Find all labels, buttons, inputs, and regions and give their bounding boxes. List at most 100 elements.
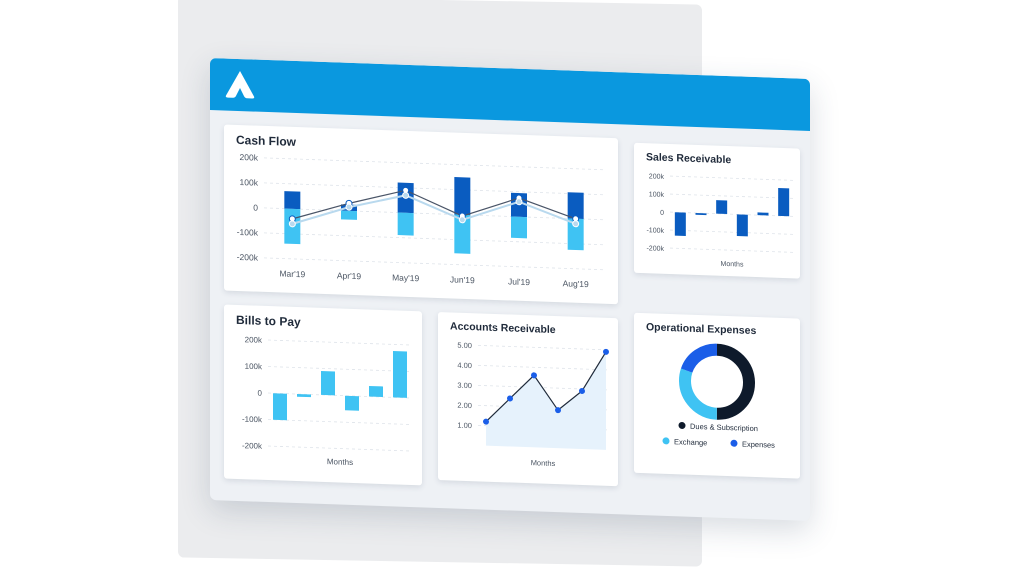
legend-marker (730, 439, 738, 447)
y-tick-label: 2.00 (457, 401, 472, 411)
area-line (485, 351, 607, 423)
cash-flow-card[interactable]: Cash Flow 200k 100k 0 -100k -200k Mar'19 Apr'1… (224, 124, 618, 305)
cash-flow-bar (284, 191, 301, 210)
bar (674, 212, 686, 237)
header-bar (210, 58, 810, 131)
cash-flow-point (515, 198, 523, 206)
accounts-receivable-chart: 5.00 4.00 3.00 2.00 1.00 Months (457, 341, 609, 468)
cash-flow-point (345, 203, 353, 211)
cash-flow-line (292, 194, 576, 225)
operational-expenses-card[interactable]: Operational Expenses Dues & Subscription… (634, 312, 800, 479)
y-tick-label: 1.00 (457, 421, 472, 431)
data-point (579, 387, 585, 394)
gridline (268, 366, 412, 372)
y-tick-label: 100k (245, 362, 263, 372)
cash-flow-line (292, 189, 576, 220)
gridline (268, 392, 412, 399)
gridline (478, 344, 608, 351)
legend-marker (662, 437, 670, 445)
y-tick-label: 0 (253, 203, 258, 213)
bar (716, 200, 728, 215)
gridline (670, 229, 794, 235)
y-tick-label: 100k (240, 177, 259, 188)
operational-expenses-chart: Dues & Subscription Exchange Expenses (662, 343, 775, 450)
x-axis-label: Months (531, 458, 556, 468)
bar (297, 394, 311, 398)
x-tick-label: May'19 (392, 272, 419, 283)
gridline (264, 257, 604, 271)
donut-slice (679, 343, 755, 420)
gridline (264, 207, 604, 221)
bills-to-pay-chart: 200k 100k 0 -100k -200k Months (242, 335, 412, 467)
legend-marker (678, 421, 686, 429)
y-tick-label: 5.00 (457, 341, 472, 351)
gridline (264, 157, 604, 171)
data-point (507, 395, 513, 402)
dashboard-window: Cash Flow 200k 100k 0 -100k -200k Mar'19 Apr'1… (210, 58, 810, 521)
y-tick-label: -100k (242, 415, 263, 425)
x-axis-label: Months (721, 261, 744, 269)
cash-flow-point (572, 220, 580, 228)
x-tick-label: Mar'19 (279, 268, 305, 279)
y-tick-label: 0 (258, 389, 263, 398)
a-logo-icon[interactable] (224, 68, 256, 99)
gridline (268, 419, 412, 425)
gridline (478, 364, 608, 371)
bar (273, 393, 287, 421)
data-point (555, 407, 561, 414)
y-tick-label: -200k (242, 441, 263, 451)
legend-label: Dues & Subscription (690, 422, 758, 433)
gridline (268, 445, 412, 452)
cash-flow-bar (341, 210, 357, 220)
bar (345, 395, 359, 411)
y-tick-label: 0 (660, 210, 664, 217)
bar (321, 371, 335, 396)
bills-to-pay-card[interactable]: Bills to Pay 200k 100k 0 -100k -200k Months (224, 304, 422, 486)
x-axis-label: Months (327, 457, 353, 467)
y-tick-label: -100k (646, 227, 664, 235)
cash-flow-point (402, 191, 410, 199)
x-tick-label: Apr'19 (337, 270, 362, 281)
data-point (603, 348, 609, 355)
gridline (264, 182, 604, 196)
cash-flow-bar (567, 192, 584, 220)
y-tick-label: -200k (646, 245, 664, 253)
y-tick-label: 200k (240, 152, 259, 163)
bar (778, 187, 790, 217)
bar (757, 212, 769, 216)
y-tick-label: 200k (649, 173, 665, 181)
gridline (670, 247, 794, 253)
bar (695, 212, 707, 216)
bar (393, 351, 407, 398)
x-tick-label: Aug'19 (563, 278, 589, 289)
data-point (531, 372, 537, 379)
data-point (483, 418, 489, 425)
gridline (264, 232, 604, 246)
legend-label: Exchange (674, 437, 707, 447)
cash-flow-bar (454, 214, 471, 254)
gridline (670, 193, 794, 199)
y-tick-label: -100k (237, 227, 259, 238)
y-tick-label: 3.00 (457, 381, 472, 391)
y-tick-label: -200k (237, 252, 259, 263)
y-tick-label: 4.00 (457, 361, 472, 371)
gridline (268, 339, 412, 346)
y-tick-label: 200k (245, 335, 263, 345)
sales-receivable-chart: 200k 100k 0 -100k -200k Months (646, 173, 794, 269)
gridline (670, 175, 794, 181)
cash-flow-bar (397, 212, 414, 236)
cash-flow-bar (511, 216, 527, 239)
y-tick-label: 100k (649, 191, 665, 199)
gridline (670, 211, 794, 217)
bar (736, 214, 748, 237)
legend-label: Expenses (742, 440, 775, 450)
accounts-receivable-card[interactable]: Accounts Receivable 5.00 4.00 3.00 2.00 1.00… (438, 311, 618, 487)
cash-flow-bar (454, 177, 471, 216)
cash-flow-chart: 200k 100k 0 -100k -200k Mar'19 Apr'19 May'19 Jun… (237, 152, 604, 289)
cash-flow-point (288, 220, 296, 228)
donut-slice (679, 343, 755, 420)
x-tick-label: Jul'19 (508, 276, 530, 287)
sales-receivable-card[interactable]: Sales Receivable 200k 100k 0 -100k -200k Mont… (634, 142, 800, 279)
bar (369, 385, 383, 398)
